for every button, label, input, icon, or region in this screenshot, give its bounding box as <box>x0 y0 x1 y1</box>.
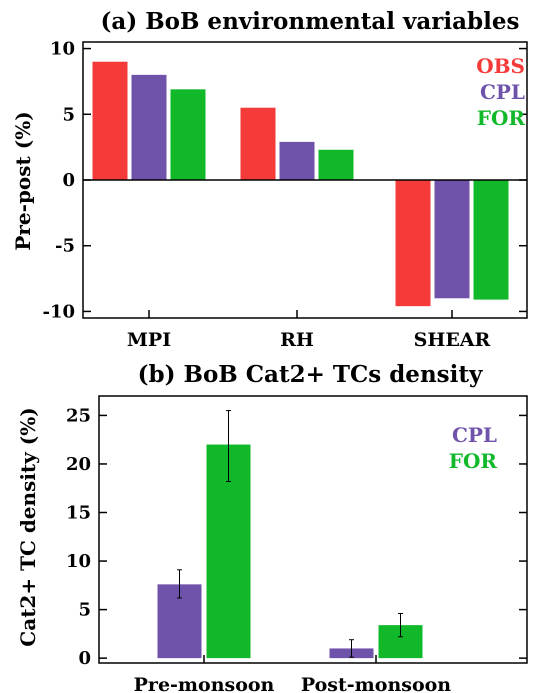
y-tick-label: 20 <box>66 454 91 475</box>
legend-cpl: CPL <box>480 80 525 104</box>
y-tick-label: 10 <box>66 551 91 572</box>
category-label: Pre-monsoon <box>134 674 275 693</box>
bar-for-shear <box>473 180 509 300</box>
category-label: MPI <box>127 329 171 351</box>
y-tick-label: -5 <box>55 236 75 257</box>
y-tick-label: 10 <box>50 39 75 60</box>
panel-a-y-ticks: 10 5 0 -5 -10 <box>42 39 527 322</box>
bar-cpl-rh <box>279 141 315 180</box>
panel-a-title: (a) BoB environmental variables <box>101 8 520 35</box>
bar-cpl-shear <box>434 180 470 299</box>
panel-b-bars <box>157 444 423 659</box>
panel-b-title: (b) BoB Cat2+ TCs density <box>138 361 483 388</box>
bar-cpl-mpi <box>131 74 167 180</box>
bar-for-mpi <box>170 89 206 180</box>
bar-for-rh <box>318 149 354 180</box>
y-tick-label: 5 <box>78 600 91 621</box>
category-label: SHEAR <box>414 329 491 351</box>
bar-obs-shear <box>395 180 431 307</box>
y-tick-label: 25 <box>66 405 91 426</box>
y-tick-label: 0 <box>78 648 91 669</box>
bar-obs-rh <box>240 107 276 180</box>
y-tick-label: 0 <box>62 170 75 191</box>
panel-b-frame <box>98 395 528 664</box>
panel-a: (a) BoB environmental variables Pre-post… <box>11 8 528 351</box>
y-tick-label: 15 <box>66 503 91 524</box>
bar-obs-mpi <box>92 61 128 180</box>
category-label: RH <box>280 329 314 351</box>
panel-a-y-axis-label: Pre-post (%) <box>11 111 35 250</box>
y-tick-label: -10 <box>42 301 75 322</box>
panel-b: (b) BoB Cat2+ TCs density Cat2+ TC densi… <box>16 361 528 693</box>
category-label: Post-monsoon <box>301 674 451 693</box>
panel-b-error-bars <box>177 410 403 658</box>
panel-a-frame <box>82 41 528 319</box>
y-tick-label: 5 <box>62 104 75 125</box>
legend-for: FOR <box>477 106 526 130</box>
panel-b-y-ticks: 0 5 10 15 20 25 <box>66 405 527 669</box>
legend-cpl: CPL <box>452 423 497 447</box>
panel-a-bars <box>92 61 509 307</box>
panel-b-category-labels: Pre-monsoon Post-monsoon <box>134 655 451 693</box>
panel-b-y-axis-label: Cat2+ TC density (%) <box>16 407 40 646</box>
legend-obs: OBS <box>476 54 525 78</box>
panel-a-category-labels: MPI RH SHEAR <box>127 310 491 351</box>
legend-for: FOR <box>449 449 498 473</box>
